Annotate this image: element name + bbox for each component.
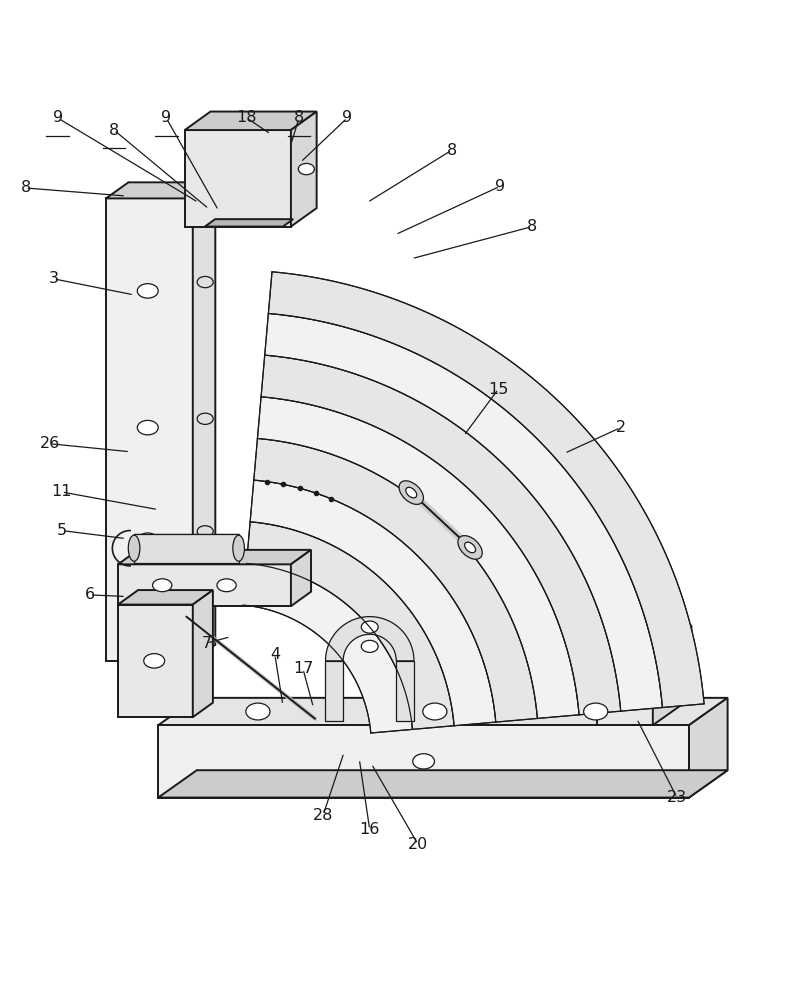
Polygon shape	[269, 272, 704, 708]
Polygon shape	[118, 564, 291, 606]
Polygon shape	[106, 182, 215, 198]
Text: 7: 7	[202, 636, 211, 651]
Text: 15: 15	[488, 382, 508, 397]
Polygon shape	[118, 605, 193, 717]
Polygon shape	[689, 698, 728, 798]
Text: 5: 5	[56, 523, 67, 538]
Polygon shape	[205, 219, 293, 227]
Ellipse shape	[458, 536, 483, 559]
Polygon shape	[291, 112, 316, 227]
Text: 28: 28	[313, 808, 333, 823]
Polygon shape	[265, 313, 663, 711]
Polygon shape	[134, 534, 239, 563]
Polygon shape	[291, 550, 311, 606]
Polygon shape	[118, 590, 213, 605]
Text: 17: 17	[293, 661, 313, 676]
Text: 23: 23	[667, 790, 687, 805]
Ellipse shape	[144, 654, 165, 668]
Polygon shape	[325, 617, 414, 661]
Polygon shape	[261, 355, 621, 715]
Text: 16: 16	[360, 822, 380, 837]
Ellipse shape	[197, 526, 213, 537]
Text: 26: 26	[40, 436, 60, 451]
Text: 8: 8	[109, 123, 119, 138]
Polygon shape	[396, 661, 414, 721]
Text: 8: 8	[446, 143, 457, 158]
Polygon shape	[193, 590, 213, 717]
Ellipse shape	[137, 284, 158, 298]
Text: 20: 20	[408, 837, 428, 852]
Text: 8: 8	[527, 219, 537, 234]
Polygon shape	[118, 550, 311, 564]
Ellipse shape	[583, 703, 608, 720]
Polygon shape	[325, 661, 343, 721]
Polygon shape	[596, 653, 653, 725]
Ellipse shape	[399, 481, 424, 504]
Text: 9: 9	[495, 179, 505, 194]
Polygon shape	[653, 625, 692, 725]
Text: 9: 9	[161, 110, 171, 125]
Ellipse shape	[362, 640, 378, 652]
Text: 9: 9	[52, 110, 63, 125]
Ellipse shape	[233, 535, 245, 561]
Polygon shape	[596, 625, 692, 653]
Ellipse shape	[153, 579, 172, 592]
Text: 18: 18	[236, 110, 257, 125]
Polygon shape	[106, 198, 193, 661]
Ellipse shape	[197, 276, 213, 288]
Text: 4: 4	[270, 647, 280, 662]
Ellipse shape	[412, 754, 434, 769]
Ellipse shape	[362, 621, 378, 633]
Ellipse shape	[246, 703, 270, 720]
Text: 6: 6	[85, 587, 95, 602]
Polygon shape	[185, 130, 291, 227]
Polygon shape	[158, 725, 689, 798]
Ellipse shape	[465, 542, 475, 553]
Ellipse shape	[137, 533, 158, 547]
Polygon shape	[243, 563, 412, 733]
Text: 3: 3	[48, 271, 59, 286]
Polygon shape	[158, 698, 728, 725]
Polygon shape	[253, 438, 537, 722]
Text: 2: 2	[616, 420, 625, 435]
Ellipse shape	[423, 703, 447, 720]
Text: 8: 8	[20, 180, 31, 195]
Polygon shape	[246, 522, 454, 729]
Text: 9: 9	[342, 110, 353, 125]
Ellipse shape	[197, 413, 213, 424]
Ellipse shape	[128, 535, 140, 561]
Polygon shape	[185, 112, 316, 130]
Ellipse shape	[217, 579, 236, 592]
Polygon shape	[257, 397, 579, 718]
Ellipse shape	[406, 487, 416, 498]
Ellipse shape	[137, 420, 158, 435]
Text: 8: 8	[294, 110, 304, 125]
Text: 11: 11	[52, 484, 72, 499]
Polygon shape	[250, 480, 495, 726]
Ellipse shape	[299, 163, 315, 175]
Polygon shape	[193, 182, 215, 661]
Polygon shape	[158, 770, 728, 798]
